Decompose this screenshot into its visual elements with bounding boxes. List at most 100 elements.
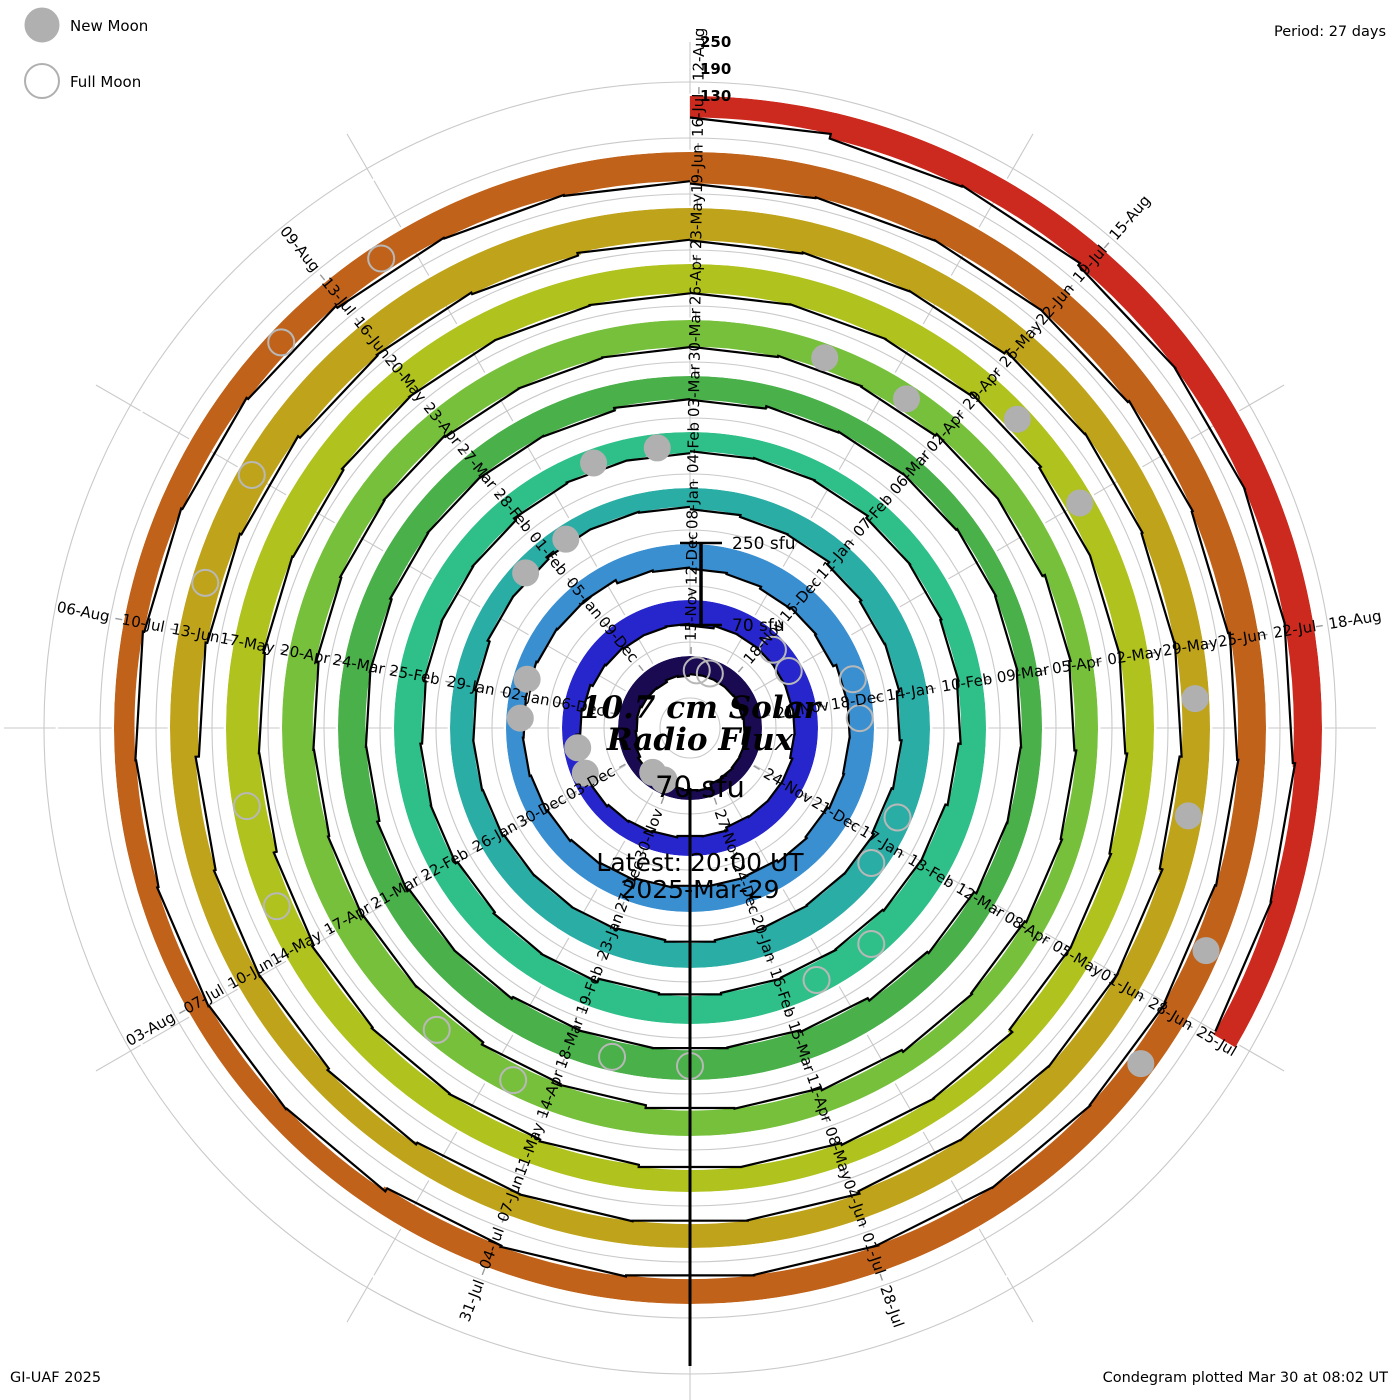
flux-day-band [957, 517, 1015, 598]
grid-spoke [95, 384, 641, 700]
flux-day-band [352, 819, 408, 904]
flux-day-band [355, 261, 474, 355]
flux-day-band [432, 1092, 541, 1165]
flux-day-band [557, 151, 694, 196]
flux-day-band [645, 831, 678, 856]
flux-day-band [620, 744, 641, 764]
flux-day-band [626, 878, 672, 911]
full-moon-marker-icon [774, 657, 803, 685]
legend: New Moon Full Moon [24, 7, 148, 99]
center-text-block: 10.7 cm Solar Radio Flux 70 sfu Latest: … [430, 690, 970, 904]
flux-day-band [407, 456, 482, 533]
date-tick-mark [873, 696, 881, 699]
flux-day-band [1229, 627, 1266, 766]
flux-day-band [473, 912, 542, 976]
flux-day-band [1044, 566, 1093, 664]
flux-day-band [427, 362, 522, 437]
date-tick-mark [602, 621, 609, 628]
flux-day-band [607, 548, 654, 584]
flux-day-band [855, 1139, 976, 1218]
flux-day-band [122, 496, 183, 632]
flux-ring [618, 656, 762, 800]
date-tick-mark [805, 1062, 810, 1070]
flux-day-band [514, 874, 573, 929]
flux-day-band [562, 705, 582, 736]
flux-day-band [506, 736, 530, 781]
date-tick-mark [1041, 937, 1049, 943]
flux-day-band [713, 928, 773, 967]
flux-ring [114, 151, 1266, 1305]
flux-day-band [137, 884, 209, 1016]
flux-day-band [319, 211, 447, 308]
date-tick-label: 18-Aug [1327, 607, 1383, 633]
scale-bar: 250 sfu 70 sfu [680, 534, 795, 636]
flux-day-band [733, 685, 757, 707]
date-tick-mark [945, 879, 953, 885]
flux-day-band [1191, 499, 1258, 637]
flux-day-band [714, 603, 749, 635]
date-tick-mark [481, 1268, 486, 1276]
flux-day-band [874, 1187, 1007, 1271]
new-moon-label: New Moon [70, 17, 148, 35]
date-tick-mark [555, 701, 563, 705]
flux-day-band [777, 838, 824, 883]
flux-day-band [309, 1067, 417, 1163]
flux-trace [575, 622, 796, 839]
flux-day-band [618, 715, 638, 733]
flux-day-band [572, 650, 606, 687]
current-value: 70 sfu [655, 770, 745, 804]
date-tick-mark [618, 763, 626, 769]
date-tick-mark [1103, 242, 1110, 249]
date-tick-mark [1030, 327, 1037, 334]
latest-time: Latest: 20:00 UT [596, 848, 804, 877]
date-tick-label: 03-Aug [123, 1008, 178, 1050]
flux-day-band [834, 909, 906, 977]
date-tick-mark [1067, 284, 1073, 291]
raxis-label-250: 250 [700, 33, 732, 51]
date-tick-mark [276, 954, 284, 960]
date-tick-mark [472, 845, 480, 851]
flux-day-band [114, 624, 144, 762]
full-moon-marker-icon [499, 1066, 528, 1095]
flux-day-band [456, 221, 581, 295]
flux-trace [419, 450, 962, 996]
flux-day-band [1213, 901, 1296, 1048]
new-moon-marker-icon [552, 525, 580, 553]
flux-day-band [790, 276, 901, 341]
flux-day-band [725, 1030, 811, 1078]
flux-day-band [463, 1043, 561, 1112]
flux-day-band [177, 519, 242, 643]
flux-day-band [570, 208, 694, 253]
date-tick-label: 12-Aug [690, 27, 709, 81]
full-moon-marker-icon [838, 665, 867, 694]
flux-day-band [660, 600, 691, 627]
flux-day-band [707, 877, 753, 911]
flux-day-band [595, 319, 693, 358]
flux-day-band [1215, 759, 1266, 897]
flux-day-band [587, 629, 624, 666]
date-tick-mark [920, 454, 927, 461]
flux-day-band [819, 1050, 915, 1113]
date-tick-mark [861, 1220, 865, 1228]
flux-day-band [828, 774, 867, 821]
date-tick-mark [496, 491, 503, 498]
flux-day-band [432, 860, 495, 932]
flux-day-band [805, 873, 865, 930]
flux-day-band [785, 677, 817, 711]
flux-day-band [494, 995, 580, 1059]
flux-day-band [244, 850, 314, 960]
flux-day-band [958, 1066, 1069, 1165]
full-moon-marker-icon [232, 792, 261, 821]
flux-day-band [690, 152, 827, 199]
flux-day-band [934, 213, 1063, 313]
flux-day-band [452, 500, 518, 567]
flux-day-band [909, 263, 1027, 356]
latest-date: 2025-Mar-29 [620, 875, 780, 904]
flux-day-band [509, 1193, 633, 1245]
flux-day-band [453, 631, 491, 691]
flux-day-band [1040, 286, 1155, 405]
flux-day-band [555, 839, 601, 882]
flux-day-band [1006, 329, 1109, 437]
flux-day-band [556, 906, 617, 954]
flux-day-band [459, 788, 503, 848]
